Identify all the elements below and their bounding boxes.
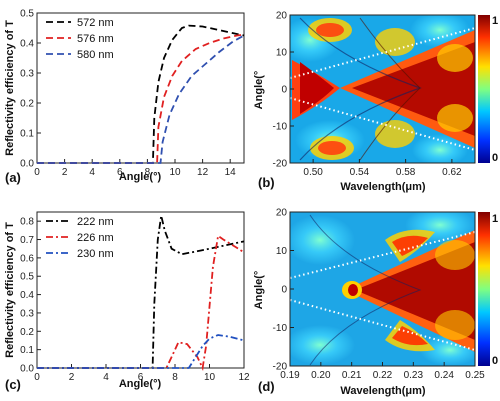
panel-c-xtick-label: 2 (69, 372, 75, 383)
panel-a: 0 2 4 6 8 10 12 14 0.0 0.1 0.2 0.3 0.4 0.5 572 nm 576 … (4, 9, 245, 185)
panel-d-colorbar (478, 212, 490, 366)
panel-b-ylabel: Angle(° (253, 71, 265, 110)
panel-c-ytick-label: 0.5 (20, 272, 34, 283)
panel-b-ytick-label: -20 (273, 159, 288, 170)
panel-d-xlabel: Wavelength(μm) (340, 385, 425, 397)
panel-a-letter: (a) (5, 170, 21, 185)
panel-b-ytick-label: 0 (281, 85, 287, 96)
panel-c-series-230-nm (37, 334, 245, 369)
panel-a-legend-label: 576 nm (77, 33, 114, 45)
panel-c-ytick-label: 0.7 (20, 235, 34, 246)
panel-a-ytick-label: 0.5 (20, 9, 34, 20)
panel-b-ytick-label: -10 (273, 122, 288, 133)
panel-b-ticks: 0.50 0.54 0.58 0.62 20 10 0 -10 -20 (273, 11, 462, 179)
panel-d-ytick-label: 20 (276, 208, 288, 219)
panel-d-xtick-label: 0.24 (434, 370, 454, 381)
panel-a-legend-label: 572 nm (77, 17, 114, 29)
panel-a-series (37, 24, 245, 164)
panel-d: 0.19 0.20 0.21 0.22 0.23 0.24 0.2520100-10-20 … (253, 208, 498, 398)
panel-c-ticks: 0 2 4 6 8 10 12 0.0 0.1 0.2 0.3 0.4 0.5 0.6 0.7 0.8 (20, 217, 250, 383)
panel-b-ytick-label: 20 (276, 11, 288, 22)
panel-c-ytick-label: 0.1 (20, 345, 34, 356)
panel-a-xtick-label: 6 (117, 167, 123, 178)
panel-d-xtick-label: 0.19 (280, 370, 300, 381)
panel-a-ytick-label: 0.2 (20, 99, 34, 110)
panel-a-xtick-label: 2 (62, 167, 68, 178)
panel-b: 0.50 0.54 0.58 0.62 20 10 0 -10 -20 1 0 Waveleng… (253, 11, 498, 194)
panel-c-ytick-label: 0.2 (20, 327, 34, 338)
panel-c-legend-label: 226 nm (77, 232, 114, 244)
panel-b-xlabel: Wavelength(μm) (340, 181, 425, 193)
panel-d-ytick-label: -20 (273, 362, 288, 373)
panel-a-ytick-label: 0.0 (20, 159, 34, 170)
panel-c: 0 2 4 6 8 10 12 0.0 0.1 0.2 0.3 0.4 0.5 0.6 0.7 0.8 222… (4, 211, 250, 392)
panel-b-xtick-label: 0.54 (350, 167, 370, 178)
panel-c-xlabel: Angle(°) (119, 378, 162, 390)
panel-c-ytick-label: 0.3 (20, 308, 34, 319)
panel-c-xtick-label: 12 (238, 372, 250, 383)
panel-b-xtick-label: 0.58 (396, 167, 416, 178)
panel-d-colorbar-max: 1 (492, 213, 498, 225)
panel-c-series-222-nm (37, 215, 245, 369)
panel-a-legend: 572 nm 576 nm 580 nm (46, 17, 114, 61)
panel-d-ticks: 0.19 0.20 0.21 0.22 0.23 0.24 0.25 20 10 0 -10 -20 (273, 208, 486, 382)
panel-b-xtick-label: 0.50 (303, 167, 323, 178)
panel-c-legend-label: 230 nm (77, 248, 114, 260)
panel-c-plot-frame (36, 211, 245, 369)
panel-b-heatmap (290, 15, 475, 163)
panel-a-series-576-nm (37, 33, 245, 164)
panel-a-plot-frame (36, 12, 245, 164)
panel-a-xtick-label: 8 (145, 167, 151, 178)
panel-d-colorbar-min: 0 (492, 355, 498, 367)
panel-b-letter: (b) (258, 175, 275, 190)
panel-d-xtick-label: 0.25 (465, 370, 485, 381)
panel-a-ticks: 0 2 4 6 8 10 12 14 0.0 0.1 0.2 0.3 0.4 0.5 (20, 9, 236, 179)
panel-a-ytick-label: 0.3 (20, 69, 34, 80)
panel-c-ytick-label: 0.0 (20, 364, 34, 375)
panel-c-xtick-label: 0 (34, 372, 40, 383)
panel-a-series-572-nm (37, 24, 245, 164)
panel-c-ytick-label: 0.8 (20, 217, 34, 228)
panel-a-series-580-nm (37, 34, 245, 164)
panel-d-heatmap (290, 212, 475, 366)
panel-d-xtick-label: 0.23 (404, 370, 424, 381)
panel-b-xtick-label: 0.62 (442, 167, 462, 178)
panel-c-letter: (c) (5, 377, 21, 392)
panel-b-ytick-label: 10 (276, 48, 288, 59)
panel-a-xlabel: Angle(°) (119, 171, 162, 183)
panel-d-ylabel: Angle(° (253, 271, 265, 310)
panel-c-series (37, 215, 245, 372)
panel-a-ylabel: Reflectivity efficiency of T (4, 20, 16, 156)
panel-d-xtick-label: 0.21 (342, 370, 362, 381)
panel-d-xtick-label: 0.20 (311, 370, 331, 381)
panel-c-xtick-label: 8 (172, 372, 178, 383)
panel-c-xtick-label: 4 (103, 372, 109, 383)
panel-a-legend-label: 580 nm (77, 49, 114, 61)
panel-c-ytick-label: 0.4 (20, 290, 34, 301)
panel-c-xtick-label: 10 (204, 372, 216, 383)
panel-a-xtick-label: 4 (89, 167, 95, 178)
panel-b-colorbar (478, 15, 490, 163)
panel-b-colorbar-min: 0 (492, 152, 498, 164)
panel-a-xtick-label: 10 (169, 167, 181, 178)
panel-d-ytick-label: 0 (281, 285, 287, 296)
panel-c-series-226-nm (37, 234, 245, 372)
panel-c-ytick-label: 0.6 (20, 253, 34, 264)
panel-c-legend-label: 222 nm (77, 216, 114, 228)
panel-d-letter: (d) (258, 379, 275, 394)
panel-c-legend: 222 nm 226 nm 230 nm (46, 216, 114, 260)
panel-d-xtick-label: 0.22 (373, 370, 393, 381)
panel-c-ylabel: Reflectivity efficiency of T (4, 222, 16, 358)
panel-c-xtick-label: 6 (138, 372, 144, 383)
panel-d-ytick-label: -10 (273, 323, 288, 334)
panel-b-colorbar-max: 1 (492, 15, 498, 27)
panel-a-xtick-label: 14 (225, 167, 237, 178)
panel-a-ytick-label: 0.1 (20, 129, 34, 140)
panel-a-ytick-label: 0.4 (20, 39, 34, 50)
panel-d-ytick-label: 10 (276, 246, 288, 257)
panel-a-xtick-label: 0 (34, 167, 40, 178)
panel-a-xtick-label: 12 (197, 167, 209, 178)
